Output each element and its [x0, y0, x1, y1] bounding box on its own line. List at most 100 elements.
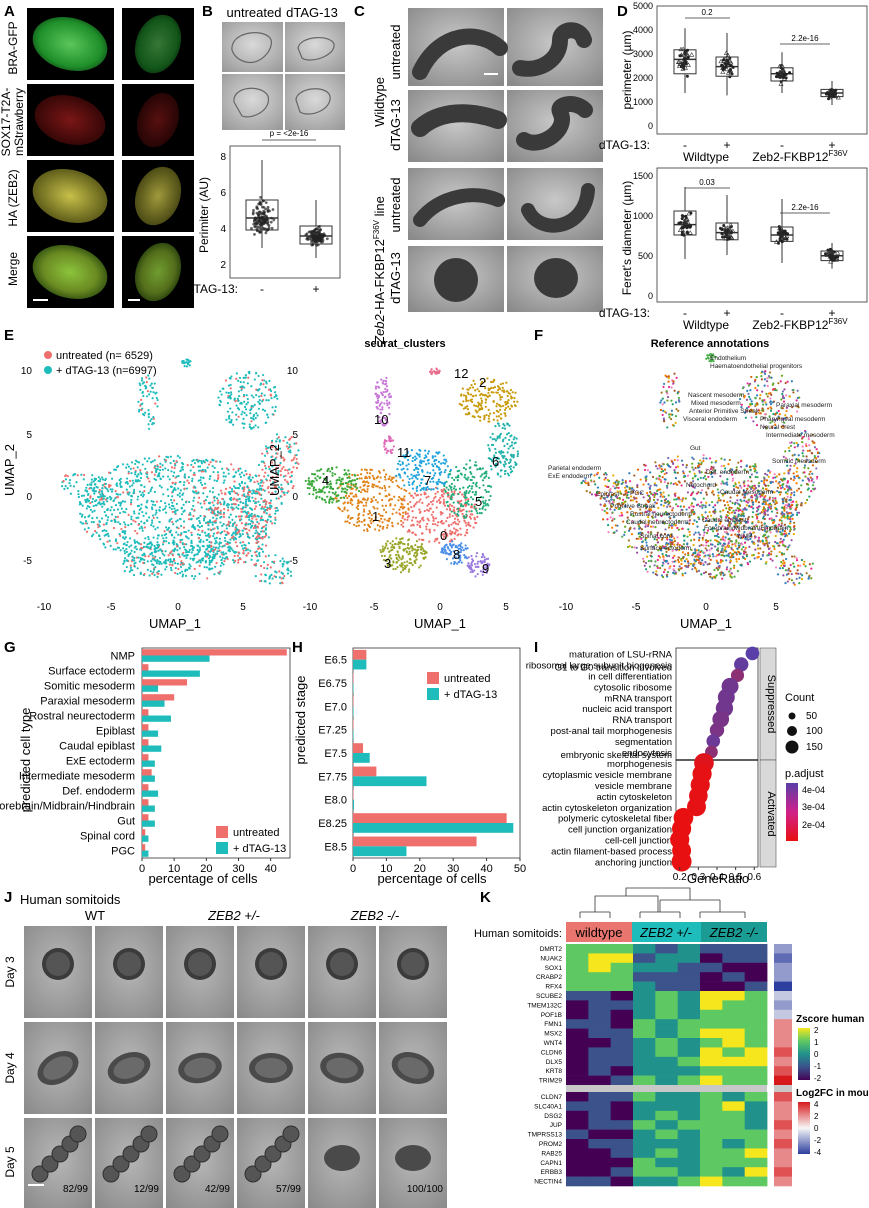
cell-point — [155, 396, 158, 400]
cell-point — [430, 368, 433, 371]
cell-point — [183, 365, 186, 368]
cell-point — [393, 495, 396, 498]
cell-point — [204, 469, 207, 472]
cell-point — [192, 525, 195, 528]
cell-point — [374, 498, 378, 502]
cell-point — [362, 510, 366, 513]
cell-point — [216, 552, 219, 555]
cell-point — [335, 479, 338, 482]
point — [831, 258, 835, 262]
cell-point — [506, 451, 509, 454]
cell-point — [676, 526, 679, 530]
cell-point — [499, 396, 502, 399]
point — [304, 233, 308, 237]
cell-point — [202, 492, 205, 495]
cell-point — [206, 544, 209, 547]
cell-point — [170, 507, 173, 511]
cell-point — [434, 492, 437, 495]
cell-point — [248, 518, 251, 521]
cell-point — [171, 482, 174, 485]
cell-point — [406, 518, 409, 521]
cell-point — [272, 386, 276, 389]
cell-point — [254, 416, 257, 420]
cell-point — [199, 561, 202, 564]
cell-point — [358, 520, 361, 523]
cell-point — [503, 460, 507, 463]
point — [270, 216, 273, 220]
cell-point — [128, 570, 131, 573]
cell-point — [460, 499, 463, 502]
cell-point — [445, 558, 448, 561]
cell-point — [239, 557, 242, 561]
cell-point — [506, 390, 509, 393]
cell-point — [165, 455, 168, 458]
cell-point — [471, 491, 474, 494]
cell-point — [410, 473, 413, 476]
cell-point — [412, 516, 415, 519]
cell-point — [68, 479, 72, 482]
cell-point — [684, 497, 687, 500]
cell-point — [214, 539, 217, 542]
cell-point — [362, 504, 365, 507]
cell-point — [446, 545, 449, 549]
cell-point — [122, 510, 125, 513]
cell-point — [348, 521, 351, 525]
cell-point — [147, 412, 151, 415]
cell-point — [473, 404, 476, 407]
cell-point — [227, 509, 230, 512]
point — [778, 227, 782, 231]
cell-point — [414, 455, 417, 458]
point — [313, 231, 317, 235]
cell-point — [192, 465, 195, 469]
cell-point — [213, 499, 216, 502]
cell-point — [208, 540, 211, 544]
cell-point — [100, 517, 104, 520]
cell-point — [448, 549, 451, 552]
cell-point — [190, 542, 193, 545]
cell-point — [240, 544, 244, 547]
cell-point — [470, 496, 473, 499]
cell-point — [156, 541, 159, 544]
cell-point — [334, 473, 337, 476]
cell-point — [221, 387, 224, 390]
cell-point — [437, 478, 440, 481]
cell-point — [151, 554, 154, 557]
cell-point — [267, 536, 270, 539]
cell-point — [420, 546, 423, 549]
cell-point — [171, 501, 174, 504]
cell-point — [211, 501, 214, 504]
point — [269, 220, 273, 224]
cell-point — [192, 491, 196, 494]
cell-point — [469, 399, 472, 402]
cell-point — [248, 370, 251, 373]
cell-point — [218, 545, 221, 548]
cell-point — [217, 506, 220, 509]
cell-point — [490, 391, 493, 394]
cell-point — [251, 476, 254, 479]
y-tick: 5000 — [633, 1, 653, 11]
cell-point — [197, 491, 200, 494]
cell-point — [105, 523, 108, 526]
cell-point — [189, 513, 192, 516]
cell-point — [391, 480, 394, 484]
cell-point — [188, 548, 191, 552]
cell-point — [213, 527, 216, 530]
cell-point — [754, 548, 757, 551]
cell-point — [408, 528, 411, 532]
cell-point — [185, 358, 188, 361]
point — [728, 75, 732, 79]
cell-point — [707, 544, 710, 547]
cell-point — [150, 418, 153, 421]
cell-point — [171, 520, 174, 524]
cell-point — [423, 491, 426, 494]
cell-point — [225, 542, 228, 546]
cell-point — [198, 519, 201, 523]
cell-point — [114, 515, 117, 518]
cell-point — [136, 460, 139, 463]
cell-point — [250, 520, 253, 523]
cell-point — [428, 529, 431, 532]
cell-point — [462, 407, 465, 410]
cell-point — [260, 516, 263, 520]
point — [833, 256, 837, 260]
cell-point — [229, 387, 232, 390]
